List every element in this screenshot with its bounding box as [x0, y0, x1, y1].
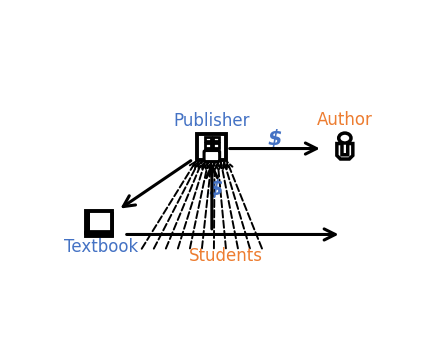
- Text: Author: Author: [317, 111, 373, 129]
- FancyBboxPatch shape: [213, 143, 219, 148]
- Text: $: $: [208, 179, 223, 199]
- Text: Publisher: Publisher: [174, 112, 250, 130]
- Circle shape: [339, 133, 351, 143]
- FancyBboxPatch shape: [213, 137, 219, 141]
- Text: Textbook: Textbook: [64, 238, 138, 256]
- Text: $: $: [268, 129, 282, 149]
- FancyBboxPatch shape: [205, 143, 211, 148]
- FancyBboxPatch shape: [86, 211, 112, 236]
- FancyBboxPatch shape: [198, 134, 226, 160]
- Bar: [86, 211, 91, 236]
- Polygon shape: [337, 144, 353, 159]
- Text: Students: Students: [188, 247, 263, 265]
- FancyBboxPatch shape: [204, 150, 220, 162]
- FancyBboxPatch shape: [205, 137, 211, 141]
- FancyBboxPatch shape: [88, 212, 114, 237]
